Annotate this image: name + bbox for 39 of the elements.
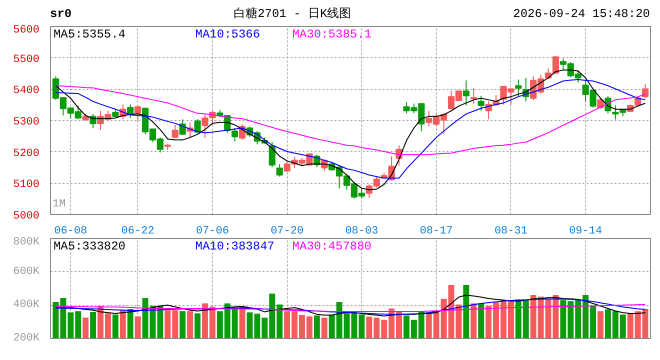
y-tick-label: 5400 xyxy=(13,85,40,98)
x-tick-label: 07-06 xyxy=(196,226,229,238)
candlestick xyxy=(478,95,484,112)
text: sr0 xyxy=(50,6,72,23)
candlestick xyxy=(642,84,649,99)
y-tick-label: 5000 xyxy=(13,210,40,222)
chart-title: 白糖2701 - 日K线图 xyxy=(234,6,352,23)
x-tick-label: 08-17 xyxy=(420,226,453,238)
candlestick xyxy=(462,80,470,106)
text: MA5:5355.4 xyxy=(53,28,126,42)
candlestick xyxy=(134,106,142,121)
candlestick xyxy=(172,124,178,139)
y-tick-label: 5600 xyxy=(13,24,40,36)
y-tick-label: 5500 xyxy=(13,54,40,66)
x-tick-label: 08-03 xyxy=(345,226,378,238)
candlestick xyxy=(470,88,477,104)
text: MA30:5385.1 xyxy=(292,28,372,42)
y-tick-label: 5300 xyxy=(13,116,40,128)
x-tick-label: 06-22 xyxy=(121,226,154,238)
text: MA10:383847 xyxy=(195,240,274,254)
candlestick xyxy=(194,118,201,134)
y-tick-label: 600K xyxy=(13,266,40,278)
y-tick-label: 5200 xyxy=(13,148,40,160)
y-tick-label: 5100 xyxy=(13,179,40,192)
text: MA5:333820 xyxy=(53,240,126,254)
x-tick-label: 09-14 xyxy=(569,226,602,238)
text: MA10:5366 xyxy=(195,28,260,42)
y-tick-label: 200K xyxy=(13,332,40,344)
annotation: 1M xyxy=(52,198,66,210)
candlestick xyxy=(515,78,522,98)
x-tick-label: 06-08 xyxy=(54,226,88,238)
x-tick-label: 08-31 xyxy=(494,226,528,238)
candlestick xyxy=(179,118,186,135)
candlestick xyxy=(276,164,283,178)
text: MA30:457880 xyxy=(292,240,372,254)
text: 2026-09-24 15:48:20 xyxy=(513,6,650,23)
y-tick-label: 800K xyxy=(13,236,40,248)
x-tick-label: 07-20 xyxy=(270,226,304,238)
y-tick-label: 400K xyxy=(13,299,40,312)
